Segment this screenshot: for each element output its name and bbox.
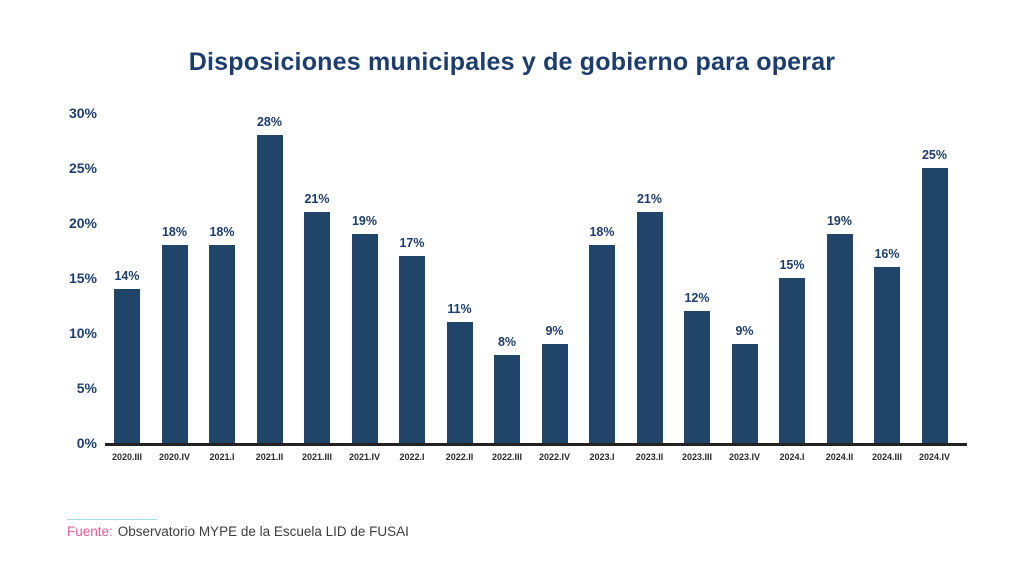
x-tick-label: 2024.III [871, 452, 903, 462]
chart-bar [209, 245, 235, 443]
bar-value-label: 17% [399, 236, 425, 250]
chart-bar [589, 245, 615, 443]
x-tick-label: 2022.II [445, 452, 474, 462]
source-divider [67, 519, 157, 520]
chart-bar [304, 212, 330, 443]
source-note: Fuente: Observatorio MYPE de la Escuela L… [67, 524, 409, 539]
chart-bar [541, 344, 568, 443]
plot-area: 14% 18% 18% 28% 21% 19% 17% 11% 8% 9% 18% 21% 12% 9% 1… [105, 113, 967, 446]
x-tick-label: 2024.II [825, 452, 854, 462]
chart-bar [826, 234, 853, 443]
y-tick-label: 30% [68, 105, 97, 121]
bar-value-label: 19% [826, 214, 853, 228]
bar-value-label: 15% [779, 258, 805, 272]
x-tick-label: 2024.I [779, 452, 805, 462]
y-tick-label: 0% [76, 435, 97, 451]
bar-value-label: 28% [256, 115, 283, 129]
x-tick-label: 2020.III [111, 452, 143, 462]
y-tick-label: 5% [76, 380, 97, 396]
x-tick-label: 2021.I [209, 452, 235, 462]
bar-value-label: 8% [497, 335, 517, 349]
chart-title: Disposiciones municipales y de gobierno … [188, 48, 836, 76]
source-text: Observatorio MYPE de la Escuela LID de F… [117, 524, 409, 539]
bar-value-label: 16% [874, 247, 900, 261]
bar-value-label: 19% [351, 214, 378, 228]
bar-value-label: 21% [304, 192, 330, 206]
x-tick-label: 2021.II [255, 452, 284, 462]
x-tick-label: 2023.IV [728, 452, 761, 462]
y-tick-label: 20% [68, 215, 97, 231]
y-tick-label: 25% [68, 160, 97, 176]
chart-bar [351, 234, 378, 443]
x-tick-label: 2023.II [635, 452, 664, 462]
bar-value-label: 18% [161, 225, 188, 239]
x-tick-label: 2022.III [491, 452, 523, 462]
chart-bar [399, 256, 425, 443]
x-tick-label: 2020.IV [158, 452, 191, 462]
x-tick-label: 2021.IV [348, 452, 381, 462]
chart-bar [494, 355, 520, 443]
bar-value-label: 12% [684, 291, 710, 305]
bar-value-label: 25% [921, 148, 948, 162]
bar-value-label: 18% [589, 225, 615, 239]
y-tick-label: 10% [68, 325, 97, 341]
chart-bar [684, 311, 710, 443]
x-tick-label: 2022.IV [538, 452, 571, 462]
bar-value-label: 9% [545, 324, 564, 338]
bar-value-label: 9% [735, 324, 754, 338]
chart-bar [921, 168, 948, 443]
bar-value-label: 21% [636, 192, 663, 206]
x-tick-label: 2022.I [399, 452, 425, 462]
chart-bar [731, 344, 758, 443]
bar-value-label: 18% [209, 225, 235, 239]
x-tick-label: 2023.III [681, 452, 713, 462]
chart-bar [256, 135, 283, 443]
x-tick-label: 2024.IV [918, 452, 951, 462]
bar-value-label: 14% [114, 269, 140, 283]
chart-bar [446, 322, 473, 443]
x-tick-label: 2021.III [301, 452, 333, 462]
chart-bar [114, 289, 140, 443]
x-tick-label: 2023.I [589, 452, 615, 462]
chart-bar [874, 267, 900, 443]
chart-bar [779, 278, 805, 443]
chart-bar [636, 212, 663, 443]
y-tick-label: 15% [68, 270, 97, 286]
source-label: Fuente: [67, 524, 113, 539]
bar-value-label: 11% [447, 302, 472, 316]
chart-bar [161, 245, 188, 443]
